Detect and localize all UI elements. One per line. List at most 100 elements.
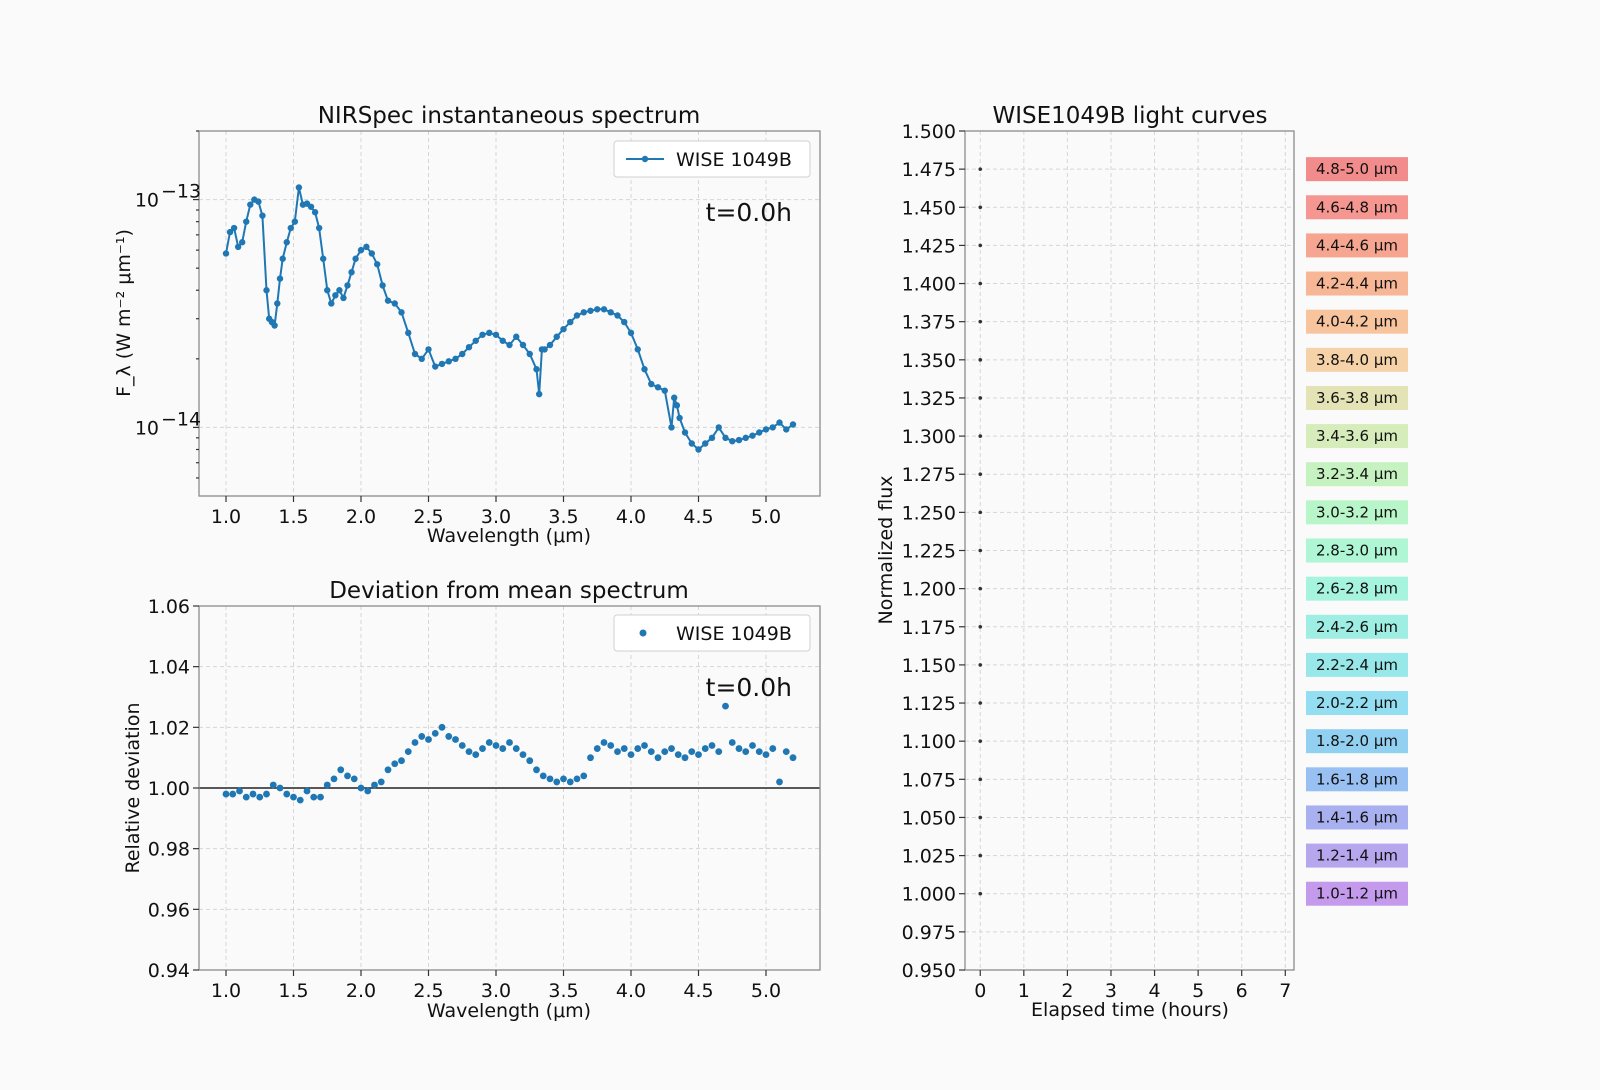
- lightcurve-ytick-label: 1.450: [902, 197, 956, 219]
- spectrum-point: [634, 346, 641, 353]
- lightcurve-band-label: 2.4-2.6 μm: [1316, 618, 1398, 636]
- spectrum-point: [536, 390, 543, 398]
- deviation-point: [283, 790, 291, 798]
- spectrum-point: [742, 434, 749, 442]
- spectrum-point: [368, 250, 375, 257]
- lightcurve-point: [978, 586, 983, 591]
- lightcurve-band-label: 2.2-2.4 μm: [1316, 656, 1398, 674]
- lightcurve-point: [978, 548, 983, 553]
- deviation-point: [701, 745, 709, 752]
- deviation-point: [539, 772, 547, 780]
- lightcurve-ytick-label: 1.050: [902, 807, 956, 829]
- deviation-point: [317, 793, 324, 801]
- deviation-point: [303, 787, 311, 795]
- lightcurve-point: [978, 281, 983, 286]
- deviation-point: [654, 754, 662, 762]
- lightcurve-band-label: 3.8-4.0 μm: [1316, 351, 1398, 369]
- deviation-point: [526, 757, 534, 765]
- spectrum-point: [352, 255, 359, 262]
- spectrum-grid: [199, 131, 820, 496]
- lightcurve-band-label: 1.0-1.2 μm: [1316, 885, 1398, 903]
- spectrum-point: [607, 309, 614, 316]
- lightcurve-band-swatch: [1306, 805, 1408, 830]
- spectrum-point: [315, 224, 323, 232]
- lightcurve-series: [978, 167, 983, 896]
- spectrum-point: [287, 224, 294, 232]
- spectrum-point: [320, 255, 327, 262]
- lightcurve-band-label: 4.4-4.6 μm: [1316, 236, 1398, 254]
- lightcurve-xlabel: Elapsed time (hours): [1031, 999, 1229, 1021]
- spectrum-point: [695, 446, 702, 453]
- deviation-title: Deviation from mean spectrum: [329, 578, 689, 604]
- lightcurve-ytick-label: 1.175: [902, 617, 956, 639]
- lightcurve-ytick-label: 1.400: [902, 274, 956, 296]
- spectrum-point: [432, 363, 439, 370]
- lightcurve-band-label: 2.0-2.2 μm: [1316, 694, 1398, 712]
- spectrum-point: [553, 333, 560, 340]
- deviation-point: [499, 745, 507, 752]
- deviation-point: [357, 784, 365, 792]
- spectrum-point: [230, 224, 238, 232]
- deviation-ytick-label: 0.98: [148, 839, 190, 861]
- deviation-xtick-label: 5.0: [751, 980, 781, 1002]
- deviation-point: [587, 754, 594, 762]
- spectrum-point: [541, 346, 548, 353]
- lightcurve-ytick-label: 1.250: [902, 502, 956, 524]
- lightcurve-xtick-label: 0: [974, 980, 986, 1002]
- deviation-point: [391, 760, 399, 768]
- deviation-point: [742, 748, 750, 755]
- spectrum-series: [222, 184, 797, 453]
- spectrum-point: [332, 292, 339, 299]
- deviation-xticks: 1.0 1.5 2.0 2.5 3.0 3.5 4.0 4.5 5.0: [211, 970, 781, 1002]
- deviation-point: [276, 784, 284, 792]
- spectrum-point: [708, 434, 716, 442]
- lightcurve-band-swatch: [1306, 500, 1408, 525]
- deviation-point: [404, 748, 412, 755]
- lightcurve-point: [978, 815, 983, 820]
- lightcurve-ytick-label: 0.950: [902, 960, 956, 982]
- lightcurve-point: [978, 243, 983, 248]
- lightcurve-band-swatch: [1306, 271, 1408, 296]
- lightcurve-ytick-label: 1.275: [902, 464, 956, 486]
- spectrum-point: [374, 261, 381, 268]
- spectrum-xtick-label: 5.0: [751, 506, 781, 528]
- lightcurve-point: [978, 472, 983, 477]
- lightcurve-band-label: 3.2-3.4 μm: [1316, 465, 1398, 483]
- spectrum-point: [600, 306, 608, 313]
- spectrum-point: [546, 341, 554, 349]
- lightcurve-point: [978, 510, 983, 515]
- spectrum-point: [776, 419, 783, 426]
- lightcurve-point: [978, 777, 983, 782]
- spectrum-point: [688, 440, 695, 447]
- spectrum-point: [567, 318, 574, 326]
- spectrum-point: [702, 440, 709, 447]
- deviation-point: [782, 748, 790, 755]
- lightcurve-xtick-label: 1: [1018, 980, 1030, 1002]
- spectrum-ytick-exponent: −14: [161, 408, 201, 430]
- spectrum-point: [513, 333, 520, 340]
- spectrum-point: [222, 250, 230, 257]
- deviation-point: [668, 745, 675, 752]
- deviation-point: [377, 778, 385, 786]
- deviation-point: [553, 778, 561, 786]
- spectrum-point: [654, 384, 662, 391]
- lightcurve-ytick-label: 1.500: [902, 121, 956, 143]
- lightcurve-ytick-label: 1.475: [902, 159, 956, 181]
- lightcurve-point: [978, 396, 983, 400]
- spectrum-point: [274, 300, 281, 307]
- lightcurve-point: [978, 891, 983, 896]
- lightcurve-xticks: 0 1 2 3 4 5 6 7: [974, 970, 1291, 1002]
- deviation-xlabel: Wavelength (μm): [427, 1000, 591, 1022]
- deviation-point: [263, 790, 270, 798]
- deviation-point: [337, 766, 345, 774]
- deviation-point: [580, 772, 588, 780]
- spectrum-point: [560, 325, 567, 333]
- lightcurve-point: [978, 205, 983, 210]
- lightcurve-band-swatch: [1306, 424, 1408, 449]
- lightcurve-ytick-label: 1.000: [902, 884, 956, 906]
- deviation-panel: Deviation from mean spectrum 1.0 1.5 2.0 2.…: [122, 578, 821, 1022]
- deviation-point: [695, 751, 702, 759]
- spectrum-point: [499, 337, 506, 344]
- deviation-point: [566, 778, 574, 786]
